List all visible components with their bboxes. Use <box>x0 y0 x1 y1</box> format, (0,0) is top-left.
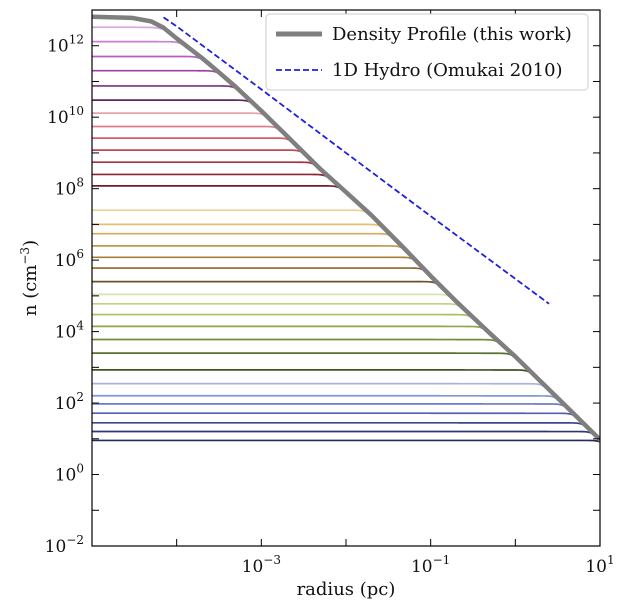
core-profile-curve <box>92 412 600 441</box>
y-tick-label: 106 <box>55 247 84 271</box>
x-axis-label: radius (pc) <box>297 579 396 600</box>
core-profile-curve <box>92 209 600 442</box>
core-profile-curve <box>92 382 600 441</box>
core-profile-curve <box>92 369 600 441</box>
core-profile-curve <box>92 161 600 442</box>
core-profile-curve <box>92 394 600 441</box>
y-tick-label: 1010 <box>47 104 84 128</box>
core-profile-curve <box>92 302 600 441</box>
core-profile-curve <box>92 173 600 442</box>
core-profile-curve <box>92 99 600 442</box>
y-tick-label: 104 <box>55 319 85 343</box>
series-lines <box>92 14 600 442</box>
core-profile-curve <box>92 439 600 443</box>
y-tick-label: 10−2 <box>45 533 84 557</box>
core-profile-curve <box>92 338 600 441</box>
axis-ticks: 10−3 10−1 101 10−2 100 102 104 106 108 1010 1012 <box>45 9 615 577</box>
x-tick-label: 10−1 <box>411 553 450 577</box>
series-line-1d-hydro <box>163 16 550 305</box>
legend-box <box>265 13 589 91</box>
core-profile-curve <box>92 245 600 441</box>
core-profile-curve <box>92 85 600 442</box>
core-profile-curve <box>92 40 600 442</box>
y-tick-label: 1012 <box>47 33 84 57</box>
core-profile-curve <box>92 232 600 441</box>
core-profile-curve <box>92 421 600 441</box>
x-tick-label: 101 <box>585 553 614 577</box>
y-axis-label: n (cm−3) <box>18 240 41 316</box>
y-tick-label: 108 <box>55 176 84 200</box>
legend: Density Profile (this work) 1D Hydro (Om… <box>265 13 589 91</box>
legend-label-1d-hydro: 1D Hydro (Omukai 2010) <box>332 60 563 81</box>
core-profile-curve <box>92 280 600 441</box>
series-line-density-profile <box>92 14 600 442</box>
y-tick-label: 100 <box>55 462 84 486</box>
core-profile-curve <box>92 430 600 441</box>
core-profile-curve <box>92 403 600 441</box>
x-tick-label: 10−3 <box>242 553 281 577</box>
legend-label-density-profile: Density Profile (this work) <box>332 24 572 45</box>
core-profile-curve <box>92 313 600 441</box>
y-tick-label: 102 <box>55 390 84 414</box>
